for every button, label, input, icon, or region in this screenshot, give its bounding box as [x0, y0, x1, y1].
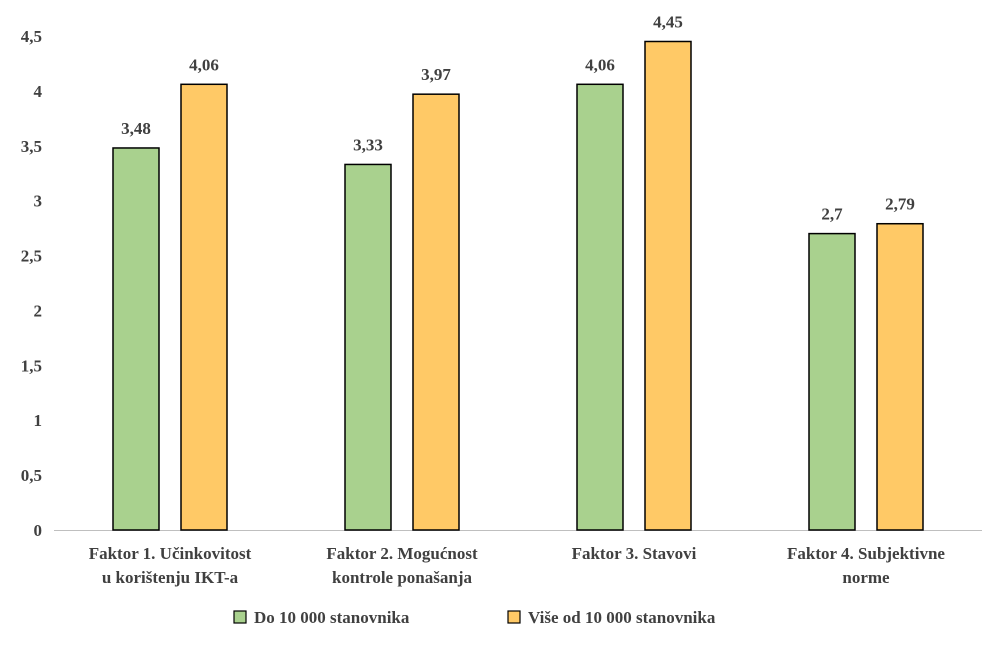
bar	[644, 40, 692, 531]
data-label: 3,33	[353, 135, 383, 154]
y-tick-label: 0	[34, 521, 43, 540]
x-category-label: kontrole ponašanja	[332, 568, 472, 587]
y-tick-label: 4	[34, 82, 43, 101]
y-tick-label: 4,5	[21, 27, 42, 46]
bar	[876, 222, 924, 531]
bar	[412, 93, 460, 531]
bar	[344, 163, 392, 531]
x-category-label: u korištenju IKT-a	[102, 568, 239, 587]
y-tick-label: 3,5	[21, 137, 42, 156]
bar	[808, 232, 856, 531]
x-category-label: norme	[842, 568, 890, 587]
bar	[180, 83, 228, 531]
x-category-label: Faktor 4. Subjektivne	[787, 544, 945, 563]
data-label: 3,48	[121, 119, 151, 138]
x-category-label: Faktor 3. Stavovi	[572, 544, 697, 563]
bar	[576, 83, 624, 531]
x-category-label: Faktor 2. Mogućnost	[326, 544, 478, 563]
data-label: 4,06	[189, 55, 219, 74]
legend-swatch	[233, 610, 247, 624]
legend-swatch	[507, 610, 521, 624]
y-tick-label: 3	[34, 192, 43, 211]
legend-label: Više od 10 000 stanovnika	[528, 608, 716, 627]
y-tick-label: 0,5	[21, 466, 42, 485]
bar	[112, 147, 160, 531]
data-label: 2,7	[821, 205, 843, 224]
legend-label: Do 10 000 stanovnika	[254, 608, 410, 627]
data-label: 4,06	[585, 55, 615, 74]
x-category-label: Faktor 1. Učinkovitost	[89, 544, 252, 563]
data-label: 4,45	[653, 12, 683, 31]
data-label: 3,97	[421, 65, 451, 84]
y-tick-label: 1	[34, 411, 43, 430]
y-tick-label: 2	[34, 301, 43, 320]
data-label: 2,79	[885, 195, 915, 214]
y-tick-label: 1,5	[21, 356, 42, 375]
y-tick-label: 2,5	[21, 247, 42, 266]
